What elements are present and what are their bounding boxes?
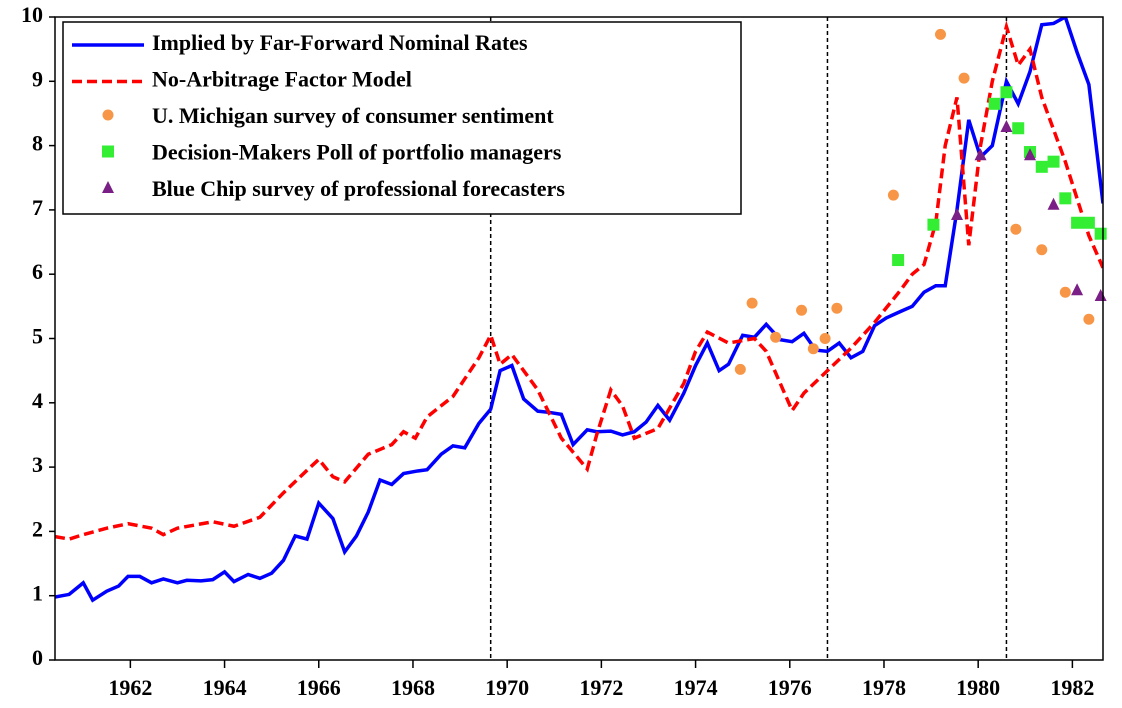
plot-frame — [54, 16, 1104, 661]
y-tick-label: 8 — [32, 131, 43, 156]
legend-label: Blue Chip survey of professional forecas… — [152, 176, 565, 201]
series-line — [55, 20, 1103, 541]
x-tick-label: 1982 — [1050, 675, 1094, 700]
x-tick-label: 1972 — [579, 675, 623, 700]
point — [988, 97, 1001, 110]
point — [1094, 227, 1107, 240]
x-tick-label: 1976 — [768, 675, 812, 700]
point — [1082, 216, 1095, 229]
y-tick-label: 4 — [32, 388, 43, 413]
x-tick-label: 1970 — [485, 675, 529, 700]
legend-label: Implied by Far-Forward Nominal Rates — [152, 30, 528, 55]
point — [1036, 244, 1048, 256]
legend-label: Decision-Makers Poll of portfolio manage… — [152, 140, 562, 165]
point — [935, 28, 947, 40]
point — [1012, 122, 1025, 135]
x-tick-label: 1966 — [297, 675, 341, 700]
legend-label: No-Arbitrage Factor Model — [152, 67, 412, 92]
point — [887, 189, 899, 201]
point — [1000, 86, 1013, 99]
point — [1023, 148, 1036, 161]
y-tick-label: 6 — [32, 259, 43, 284]
legend: Implied by Far-Forward Nominal Rates No-A… — [62, 21, 742, 215]
y-tick-label: 3 — [32, 452, 43, 477]
y-tick-label: 7 — [32, 195, 43, 220]
point — [1059, 286, 1071, 298]
point — [892, 254, 905, 267]
y-tick-label: 1 — [32, 581, 43, 606]
point — [950, 208, 963, 221]
point — [807, 343, 819, 355]
point — [1047, 155, 1060, 168]
point — [1071, 283, 1084, 296]
x-tick-label: 1962 — [108, 675, 152, 700]
point — [1059, 192, 1072, 205]
point — [1047, 197, 1060, 210]
series-line — [55, 17, 1103, 603]
point — [958, 72, 970, 84]
point — [1000, 119, 1013, 132]
point — [1010, 223, 1022, 235]
point — [819, 333, 831, 344]
y-tick-label: 10 — [21, 2, 43, 27]
x-tick-label: 1974 — [674, 675, 718, 700]
point — [1071, 216, 1084, 229]
y-tick-label: 2 — [32, 516, 43, 541]
point — [927, 218, 940, 231]
point — [831, 302, 843, 314]
x-tick-label: 1968 — [391, 675, 435, 700]
x-tick-label: 1978 — [862, 675, 906, 700]
legend-swatch — [102, 181, 114, 193]
y-tick-label: 9 — [32, 66, 43, 91]
point — [746, 297, 758, 309]
legend-box — [62, 21, 742, 215]
point — [796, 304, 808, 316]
y-tick-label: 5 — [32, 324, 43, 349]
point — [734, 363, 746, 375]
y-tick-label: 0 — [32, 645, 43, 670]
legend-label: U. Michigan survey of consumer sentiment — [152, 103, 554, 128]
legend-swatch — [102, 145, 114, 158]
point — [1083, 313, 1095, 325]
point — [1035, 160, 1048, 173]
point — [770, 331, 782, 343]
x-tick-label: 1964 — [203, 675, 247, 700]
x-tick-label: 1980 — [956, 675, 1000, 700]
point — [974, 148, 987, 161]
legend-swatch — [102, 109, 114, 121]
